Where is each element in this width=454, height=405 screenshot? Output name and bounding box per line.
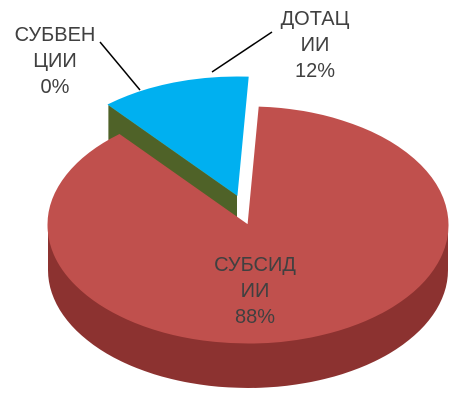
pie-slice — [47, 106, 449, 344]
slice-value-label: 12% — [294, 60, 336, 82]
leader-line — [99, 41, 141, 91]
slice-label: ДОТАЦ ИИ — [280, 8, 350, 56]
pie-slice — [107, 76, 249, 196]
leader-line — [211, 31, 273, 73]
slice-value-label: 88% — [234, 306, 276, 328]
slice-side — [48, 225, 448, 388]
slice-value-label: 0% — [40, 76, 70, 98]
slice-label: СУБСИД ИИ — [214, 254, 296, 302]
slice-label: СУБВЕН ЦИИ — [14, 24, 96, 72]
